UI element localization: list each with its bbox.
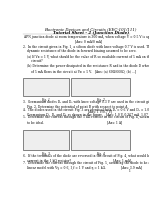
Text: 3.  Germanium diodes D₁ and D₂ with knee voltage 0.3 V are used in the circuit g: 3. Germanium diodes D₁ and D₂ with knee …: [23, 100, 149, 114]
Text: Fig. 1: Fig. 1: [41, 98, 50, 102]
Text: Tutorial Sheet - 2 (Junction Diode): Tutorial Sheet - 2 (Junction Diode): [53, 31, 129, 35]
Text: 1: 1: [128, 169, 130, 173]
Text: Fig. 2: Fig. 2: [96, 98, 105, 102]
Text: 5.  Determine the current through the 1 kΩ resistor in the circuit of Fig. 4, as: 5. Determine the current through the 1 k…: [23, 115, 149, 124]
Text: Fig. 3: Fig. 3: [41, 152, 50, 156]
Text: 2.  In the circuit given in Fig. 1, a silicon diode with knee voltage 0.7 V is u: 2. In the circuit given in Fig. 1, a sil…: [23, 45, 149, 73]
Text: Electronic Devices and Circuits (EEC-101/111): Electronic Devices and Circuits (EEC-101…: [45, 28, 137, 32]
Text: 4.  The diodes used in the circuit Fig. 3 are identical with D₁ = 0.6 V and D₂ =: 4. The diodes used in the circuit Fig. 3…: [23, 109, 149, 117]
Bar: [71, 78, 130, 96]
Text: Fig. 4: Fig. 4: [96, 152, 105, 156]
Bar: [22, 130, 69, 150]
Text: A PN junction diode at room temperature is 300 mA, when voltage V = 0.5 V is app: A PN junction diode at room temperature …: [23, 34, 149, 43]
Bar: [22, 78, 69, 96]
Text: 6.  If the terminals of the diode are reversed in the circuit of Fig. 4, what wo: 6. If the terminals of the diode are rev…: [23, 154, 149, 163]
Text: 7.  Determine the current through the circuit of Fig. 5, assuming the diode to b: 7. Determine the current through the cir…: [23, 161, 149, 170]
Bar: [71, 130, 130, 150]
